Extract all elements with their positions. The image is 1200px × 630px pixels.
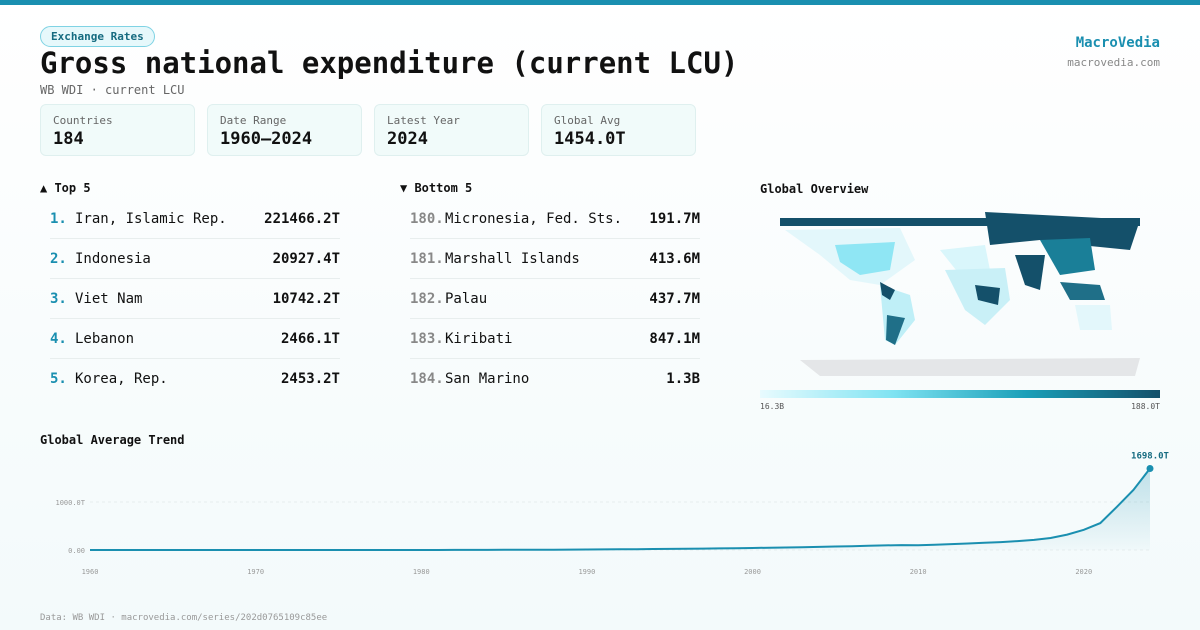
- country: San Marino: [445, 371, 530, 387]
- top-bar: [0, 0, 1200, 5]
- country: Kiribati: [445, 331, 513, 347]
- x-tick-label: 1970: [247, 568, 264, 576]
- rank: 1.: [50, 211, 67, 227]
- x-tick-label: 2000: [744, 568, 761, 576]
- rank: 182.: [410, 291, 444, 307]
- row-separator: [50, 358, 340, 359]
- country: Palau: [445, 291, 488, 307]
- amount: 191.7M: [649, 211, 700, 227]
- site: macrovedia.com: [1067, 56, 1160, 69]
- subtitle: WB WDI · current LCU: [40, 83, 185, 97]
- country: Viet Nam: [75, 291, 143, 307]
- list-heading: ▲ Top 5: [40, 181, 91, 195]
- area: [90, 468, 1150, 550]
- stat-card: Latest Year 2024: [374, 104, 529, 156]
- map-title: Global Overview: [760, 182, 869, 196]
- country: Micronesia, Fed. Sts.: [445, 211, 623, 227]
- badge: Exchange Rates: [40, 26, 155, 47]
- region: [800, 358, 1140, 376]
- chart-title: Global Average Trend: [40, 433, 185, 447]
- rank: 181.: [410, 251, 444, 267]
- world-map: [780, 212, 1140, 376]
- amount: 847.1M: [649, 331, 700, 347]
- stat-card: Global Avg 1454.0T: [541, 104, 696, 156]
- rank: 180.: [410, 211, 444, 227]
- stat-card: Date Range 1960–2024: [207, 104, 362, 156]
- region: [886, 315, 905, 345]
- region: [880, 282, 895, 300]
- rank: 4.: [50, 331, 67, 347]
- row-separator: [410, 278, 700, 279]
- rank: 3.: [50, 291, 67, 307]
- brand: MacroVedia: [1075, 35, 1160, 51]
- row-separator: [410, 358, 700, 359]
- x-tick-label: 1990: [578, 568, 595, 576]
- stat-value: 1960–2024: [220, 129, 313, 149]
- amount: 2466.1T: [280, 331, 340, 347]
- rank: 5.: [50, 371, 67, 387]
- amount: 437.7M: [649, 291, 700, 307]
- stat-value: 2024: [387, 129, 428, 149]
- end-point: [1146, 464, 1154, 472]
- stat-label: Global Avg: [554, 114, 621, 127]
- region: [1015, 255, 1045, 290]
- trend-line: [90, 467, 1151, 551]
- region: [835, 242, 895, 275]
- region: [975, 285, 1000, 305]
- amount: 2453.2T: [280, 371, 340, 387]
- list-heading: ▼ Bottom 5: [400, 181, 473, 195]
- x-tick-label: 1960: [82, 568, 99, 576]
- rank: 2.: [50, 251, 67, 267]
- region: [985, 212, 1140, 250]
- stat-value: 184: [53, 129, 84, 149]
- stat-label: Date Range: [220, 114, 287, 127]
- y-tick-label: 1000.0T: [55, 499, 85, 507]
- amount: 10742.2T: [272, 291, 340, 307]
- scale-max: 188.0T: [1131, 402, 1160, 411]
- country: Marshall Islands: [445, 251, 580, 267]
- region: [780, 218, 1140, 226]
- color-scale: [760, 390, 1160, 398]
- amount: 221466.2T: [264, 211, 340, 227]
- stat-label: Latest Year: [387, 114, 460, 127]
- row-separator: [50, 318, 340, 319]
- row-separator: [410, 238, 700, 239]
- region: [1060, 282, 1105, 300]
- row-separator: [410, 318, 700, 319]
- country: Indonesia: [75, 251, 151, 267]
- rank: 184.: [410, 371, 444, 387]
- stat-label: Countries: [53, 114, 113, 127]
- country: Korea, Rep.: [75, 371, 168, 387]
- amount: 1.3B: [666, 371, 700, 387]
- row-separator: [50, 278, 340, 279]
- region: [1075, 305, 1112, 330]
- footer: Data: WB WDI · macrovedia.com/series/202…: [40, 613, 328, 623]
- scale-min: 16.3B: [760, 402, 785, 411]
- x-tick-label: 2020: [1075, 568, 1092, 576]
- country: Lebanon: [75, 331, 135, 347]
- region: [1040, 238, 1095, 275]
- stat-value: 1454.0T: [554, 129, 626, 149]
- amount: 413.6M: [649, 251, 700, 267]
- title: Gross national expenditure (current LCU): [40, 46, 739, 80]
- row-separator: [50, 238, 340, 239]
- x-tick-label: 1980: [413, 568, 430, 576]
- stat-card: Countries 184: [40, 104, 195, 156]
- rank: 183.: [410, 331, 444, 347]
- value-label: 1698.0T: [1131, 451, 1170, 461]
- country: Iran, Islamic Rep.: [75, 211, 227, 227]
- region: [940, 245, 990, 275]
- amount: 20927.4T: [272, 251, 340, 267]
- x-tick-label: 2010: [910, 568, 927, 576]
- y-tick-label: 0.00: [68, 547, 85, 555]
